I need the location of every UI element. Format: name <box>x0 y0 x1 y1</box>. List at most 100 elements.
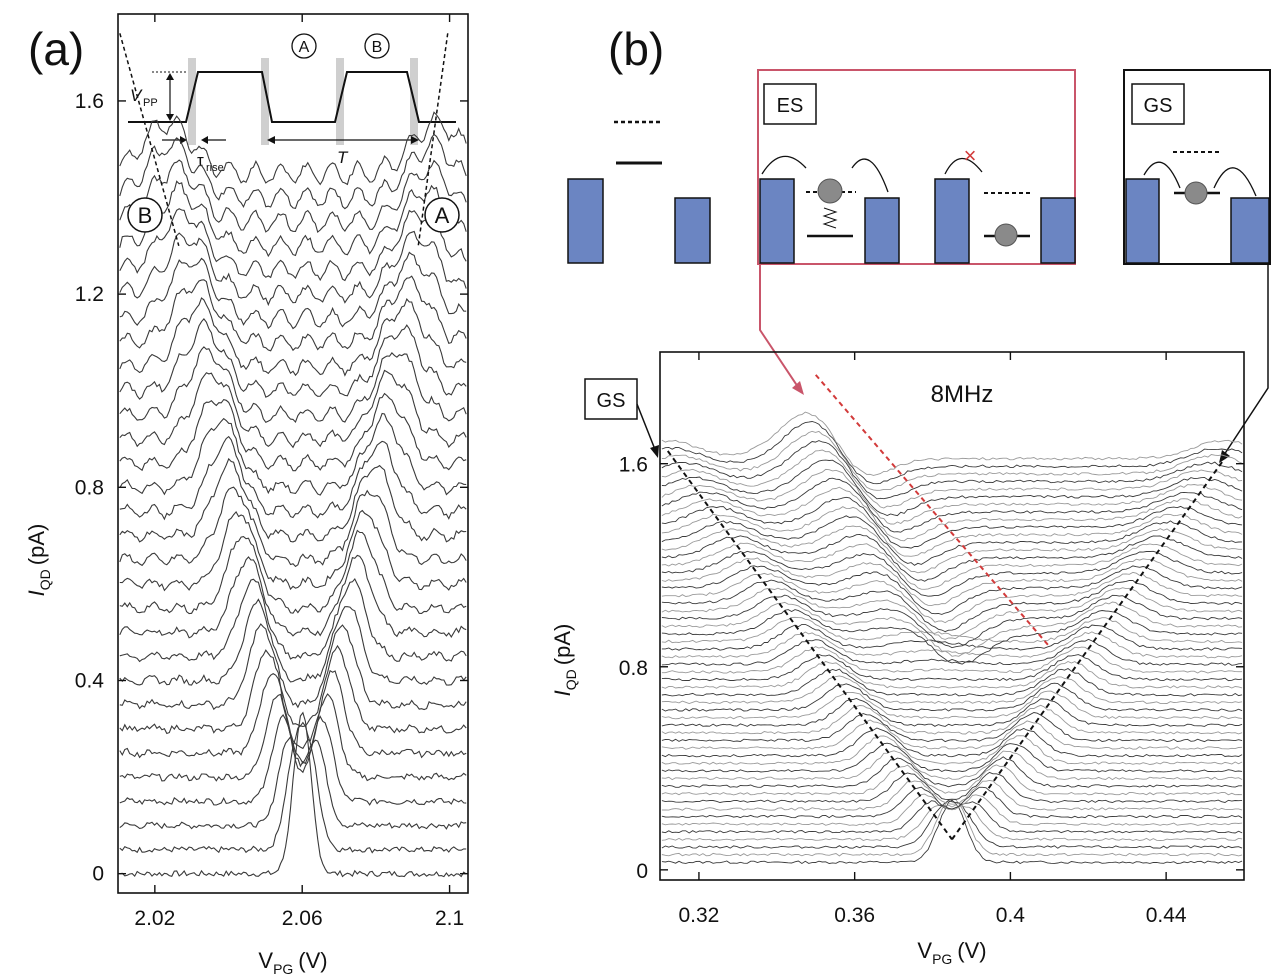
panel-b-xtick-label: 0.4 <box>996 904 1026 927</box>
gs-arc-left <box>1143 161 1181 189</box>
panel-a-trace <box>119 623 467 711</box>
vpp-arrow-head-up <box>166 73 174 80</box>
gs-callout-label: GS <box>597 390 626 412</box>
panel-b-dashed-guides <box>666 374 1226 840</box>
panel-a-ylabel-sub: QD <box>37 569 53 590</box>
panel-b-axis-ticks: 0 0.8 1.6 0.32 0.36 0.4 0.44 <box>619 352 1244 927</box>
gs-callout-tag <box>584 378 638 420</box>
state-a-label: A <box>299 39 310 56</box>
panel-b-trace <box>661 477 1243 533</box>
panel-b-trace <box>661 690 1243 720</box>
peak-a-guide <box>417 33 449 246</box>
panel-a-trace <box>119 275 467 352</box>
panel-a-trace <box>119 346 467 424</box>
panel-a-xlabel-unit: (V) <box>298 948 327 973</box>
panel-b-trace <box>661 459 1243 517</box>
peak-b-marker <box>127 197 163 233</box>
es-box <box>757 69 1076 265</box>
es-electron <box>817 178 843 204</box>
peak-b-label: B <box>138 203 153 228</box>
panel-b-xlabel-sub: PG <box>932 951 952 967</box>
panel-b-xlabel-unit: (V) <box>957 938 986 963</box>
panel-b-trace <box>661 506 1243 557</box>
gs-callout-arrow-right-head <box>1219 450 1230 463</box>
state-b-label: B <box>372 39 383 56</box>
panel-b-trace <box>661 411 1243 476</box>
panel-a-ylabel-unit: (pA) <box>24 524 49 566</box>
panel-a-xlabel-main: V <box>258 948 273 973</box>
panel-b-trace <box>661 804 1243 842</box>
panel-b-trace <box>661 800 1243 849</box>
panel-a-ylabel: IQD (pA) <box>24 524 53 597</box>
panel-b-xlabel: VPG (V) <box>917 938 986 967</box>
panel-b-trace <box>661 799 1243 865</box>
es-electron-2 <box>994 223 1018 247</box>
panel-a-xtick-label: 2.02 <box>134 907 175 930</box>
panel-a-trace <box>119 486 467 568</box>
panel-a-trace <box>119 133 467 210</box>
panel-b-trace <box>661 440 1243 500</box>
panel-b-ylabel-main: I <box>550 690 575 696</box>
panel-a-trace <box>119 111 467 186</box>
es-tunnel-arc-left <box>761 155 807 175</box>
panel-b-label: (b) <box>608 23 664 75</box>
panel-b-trace <box>661 660 1243 689</box>
pulse-inset: V PP τ rise T A B <box>128 33 456 174</box>
panel-b-trace <box>661 594 1243 649</box>
panel-b-trace <box>661 557 1243 607</box>
panel-b-trace <box>661 756 1243 788</box>
es-barrier-2 <box>864 197 900 264</box>
panel-a-trace <box>119 318 467 400</box>
panel-b-ylabel-unit: (pA) <box>550 624 575 666</box>
panel-a-ylabel-main: I <box>24 590 49 596</box>
panel-a-trace <box>119 669 467 759</box>
panel-b-trace <box>661 698 1243 727</box>
panel-b-trace <box>661 764 1243 796</box>
es-tunnel-arc-right <box>851 158 889 193</box>
panel-a-ytick-label: 0.8 <box>75 476 104 499</box>
panel-b-trace <box>661 712 1243 743</box>
panel-b-trace <box>661 542 1243 590</box>
panel-b-frame <box>659 351 1245 881</box>
pulse-waveform <box>128 71 456 123</box>
panel-b-trace <box>661 771 1243 803</box>
panel-a-trace <box>119 509 467 592</box>
panel-b-trace <box>661 638 1243 666</box>
panel-a-trace <box>119 457 467 543</box>
panel-a-trace <box>119 554 467 639</box>
panel-a-ytick-label: 0 <box>92 863 104 886</box>
gs-callout-arrow-left-head <box>650 445 659 458</box>
gs-callout-arrow-left <box>636 403 657 453</box>
panel-a-trace <box>119 693 467 782</box>
panel-b-ylabel: IQD (pA) <box>550 624 579 697</box>
blocked-cross-icon: × <box>964 143 977 168</box>
panel-b-ytick-label: 0.8 <box>619 657 648 680</box>
panel-b-trace <box>661 750 1243 781</box>
panel-a-trace <box>119 435 467 521</box>
gs-label: GS <box>1144 95 1173 117</box>
es-barrier-3 <box>934 178 970 264</box>
es-tag <box>763 83 817 125</box>
panel-a-xtick-label: 2.06 <box>282 907 323 930</box>
es-barrier-4 <box>1040 197 1076 264</box>
es-callout-arrow-head <box>792 381 804 395</box>
gs-right-guide <box>951 458 1226 840</box>
panel-a-trace <box>119 412 467 496</box>
gs-tag <box>1131 83 1185 125</box>
panel-b-trace <box>661 449 1243 509</box>
panel-b-trace <box>661 486 1243 542</box>
panel-b-trace <box>661 421 1243 485</box>
panel-a-trace <box>119 208 467 282</box>
gs-barrier-2 <box>1230 197 1270 264</box>
panel-b-xlabel-main: V <box>917 938 932 963</box>
panel-b-xtick-label: 0.32 <box>678 904 719 927</box>
state-b-circle <box>364 33 390 59</box>
peak-a-label: A <box>435 203 450 228</box>
rise-band-1 <box>188 58 196 145</box>
panel-a-xlabel: VPG (V) <box>258 948 327 977</box>
panel-a-trace <box>119 251 467 330</box>
rise-arrow-right-head <box>201 136 208 144</box>
barrier-left <box>567 178 604 264</box>
panel-a-peak-guides <box>119 33 449 247</box>
